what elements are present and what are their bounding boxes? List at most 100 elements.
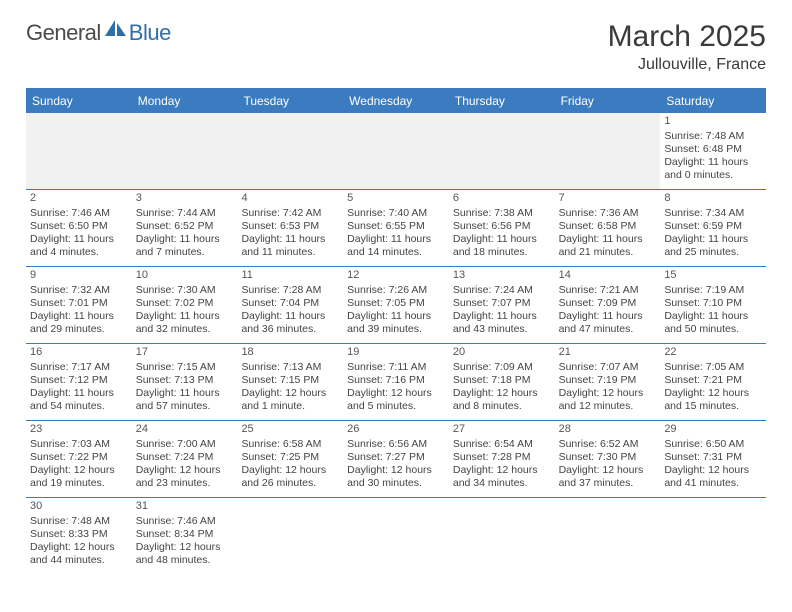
- daylight1-text: Daylight: 12 hours: [30, 541, 128, 554]
- title-block: March 2025 Jullouville, France: [608, 20, 766, 74]
- logo: General Blue: [26, 20, 171, 46]
- logo-sail-icon: [105, 20, 127, 38]
- sunset-text: Sunset: 7:25 PM: [241, 451, 339, 464]
- daylight2-text: and 1 minute.: [241, 400, 339, 413]
- day-number: 13: [453, 269, 551, 283]
- sunset-text: Sunset: 7:28 PM: [453, 451, 551, 464]
- sunrise-text: Sunrise: 7:30 AM: [136, 284, 234, 297]
- day-cell: [555, 498, 661, 574]
- day-cell: 18Sunrise: 7:13 AMSunset: 7:15 PMDayligh…: [237, 344, 343, 420]
- day-cell: [343, 113, 449, 189]
- day-number: 30: [30, 500, 128, 514]
- day-cell: [555, 113, 661, 189]
- daylight1-text: Daylight: 12 hours: [664, 464, 762, 477]
- daylight2-text: and 26 minutes.: [241, 477, 339, 490]
- sunset-text: Sunset: 7:10 PM: [664, 297, 762, 310]
- logo-text-blue: Blue: [129, 20, 171, 46]
- day-number: 3: [136, 192, 234, 206]
- sunset-text: Sunset: 7:15 PM: [241, 374, 339, 387]
- day-cell: 3Sunrise: 7:44 AMSunset: 6:52 PMDaylight…: [132, 190, 238, 266]
- sunset-text: Sunset: 7:24 PM: [136, 451, 234, 464]
- day-cell: 11Sunrise: 7:28 AMSunset: 7:04 PMDayligh…: [237, 267, 343, 343]
- sunrise-text: Sunrise: 7:03 AM: [30, 438, 128, 451]
- logo-text-general: General: [26, 20, 101, 46]
- sunset-text: Sunset: 7:21 PM: [664, 374, 762, 387]
- day-number: 21: [559, 346, 657, 360]
- sunrise-text: Sunrise: 7:38 AM: [453, 207, 551, 220]
- day-number: 20: [453, 346, 551, 360]
- day-cell: 25Sunrise: 6:58 AMSunset: 7:25 PMDayligh…: [237, 421, 343, 497]
- daylight2-text: and 11 minutes.: [241, 246, 339, 259]
- sunrise-text: Sunrise: 7:21 AM: [559, 284, 657, 297]
- daylight2-text: and 30 minutes.: [347, 477, 445, 490]
- day-cell: 26Sunrise: 6:56 AMSunset: 7:27 PMDayligh…: [343, 421, 449, 497]
- day-number: 14: [559, 269, 657, 283]
- day-cell: 2Sunrise: 7:46 AMSunset: 6:50 PMDaylight…: [26, 190, 132, 266]
- daylight2-text: and 15 minutes.: [664, 400, 762, 413]
- daylight2-text: and 12 minutes.: [559, 400, 657, 413]
- day-number: 8: [664, 192, 762, 206]
- sunset-text: Sunset: 8:33 PM: [30, 528, 128, 541]
- daylight2-text: and 29 minutes.: [30, 323, 128, 336]
- day-number: 5: [347, 192, 445, 206]
- sunrise-text: Sunrise: 7:13 AM: [241, 361, 339, 374]
- daylight2-text: and 44 minutes.: [30, 554, 128, 567]
- day-number: 12: [347, 269, 445, 283]
- weekday-header: Wednesday: [343, 90, 449, 113]
- calendar: Sunday Monday Tuesday Wednesday Thursday…: [26, 88, 766, 574]
- day-cell: 12Sunrise: 7:26 AMSunset: 7:05 PMDayligh…: [343, 267, 449, 343]
- daylight2-text: and 34 minutes.: [453, 477, 551, 490]
- weekday-header: Friday: [555, 90, 661, 113]
- day-cell: 4Sunrise: 7:42 AMSunset: 6:53 PMDaylight…: [237, 190, 343, 266]
- day-cell: 6Sunrise: 7:38 AMSunset: 6:56 PMDaylight…: [449, 190, 555, 266]
- sunset-text: Sunset: 7:22 PM: [30, 451, 128, 464]
- day-number: 17: [136, 346, 234, 360]
- day-number: 19: [347, 346, 445, 360]
- sunset-text: Sunset: 7:31 PM: [664, 451, 762, 464]
- sunset-text: Sunset: 6:52 PM: [136, 220, 234, 233]
- sunrise-text: Sunrise: 7:42 AM: [241, 207, 339, 220]
- sunset-text: Sunset: 7:09 PM: [559, 297, 657, 310]
- sunrise-text: Sunrise: 7:46 AM: [30, 207, 128, 220]
- day-cell: 29Sunrise: 6:50 AMSunset: 7:31 PMDayligh…: [660, 421, 766, 497]
- daylight1-text: Daylight: 12 hours: [136, 541, 234, 554]
- daylight2-text: and 57 minutes.: [136, 400, 234, 413]
- sunset-text: Sunset: 7:07 PM: [453, 297, 551, 310]
- day-cell: [237, 113, 343, 189]
- sunrise-text: Sunrise: 7:07 AM: [559, 361, 657, 374]
- sunset-text: Sunset: 7:02 PM: [136, 297, 234, 310]
- sunrise-text: Sunrise: 7:09 AM: [453, 361, 551, 374]
- sunrise-text: Sunrise: 7:28 AM: [241, 284, 339, 297]
- sunrise-text: Sunrise: 7:19 AM: [664, 284, 762, 297]
- day-cell: [449, 498, 555, 574]
- sunrise-text: Sunrise: 7:11 AM: [347, 361, 445, 374]
- day-number: 23: [30, 423, 128, 437]
- daylight1-text: Daylight: 12 hours: [347, 387, 445, 400]
- sunset-text: Sunset: 6:55 PM: [347, 220, 445, 233]
- week-row: 23Sunrise: 7:03 AMSunset: 7:22 PM Dayligh…: [26, 421, 766, 498]
- week-row: 16Sunrise: 7:17 AMSunset: 7:12 PMDayligh…: [26, 344, 766, 421]
- day-number: 27: [453, 423, 551, 437]
- day-number: 2: [30, 192, 128, 206]
- day-number: 28: [559, 423, 657, 437]
- weekday-header-row: Sunday Monday Tuesday Wednesday Thursday…: [26, 90, 766, 113]
- sunset-text: Sunset: 7:16 PM: [347, 374, 445, 387]
- daylight2-text: and 41 minutes.: [664, 477, 762, 490]
- day-cell: 20Sunrise: 7:09 AMSunset: 7:18 PMDayligh…: [449, 344, 555, 420]
- daylight2-text: and 21 minutes.: [559, 246, 657, 259]
- sunset-text: Sunset: 7:18 PM: [453, 374, 551, 387]
- sunset-text: Sunset: 6:50 PM: [30, 220, 128, 233]
- day-cell: 31Sunrise: 7:46 AMSunset: 8:34 PMDayligh…: [132, 498, 238, 574]
- daylight1-text: Daylight: 11 hours: [453, 310, 551, 323]
- sunset-text: Sunset: 6:53 PM: [241, 220, 339, 233]
- sunset-text: Sunset: 7:13 PM: [136, 374, 234, 387]
- daylight1-text: Daylight: 11 hours: [136, 387, 234, 400]
- daylight1-text: Daylight: 11 hours: [30, 310, 128, 323]
- day-number: 6: [453, 192, 551, 206]
- day-number: 10: [136, 269, 234, 283]
- daylight1-text: Daylight: 12 hours: [559, 387, 657, 400]
- daylight1-text: Daylight: 12 hours: [347, 464, 445, 477]
- sunrise-text: Sunrise: 7:32 AM: [30, 284, 128, 297]
- day-cell: 19Sunrise: 7:11 AMSunset: 7:16 PMDayligh…: [343, 344, 449, 420]
- day-cell: 8Sunrise: 7:34 AMSunset: 6:59 PMDaylight…: [660, 190, 766, 266]
